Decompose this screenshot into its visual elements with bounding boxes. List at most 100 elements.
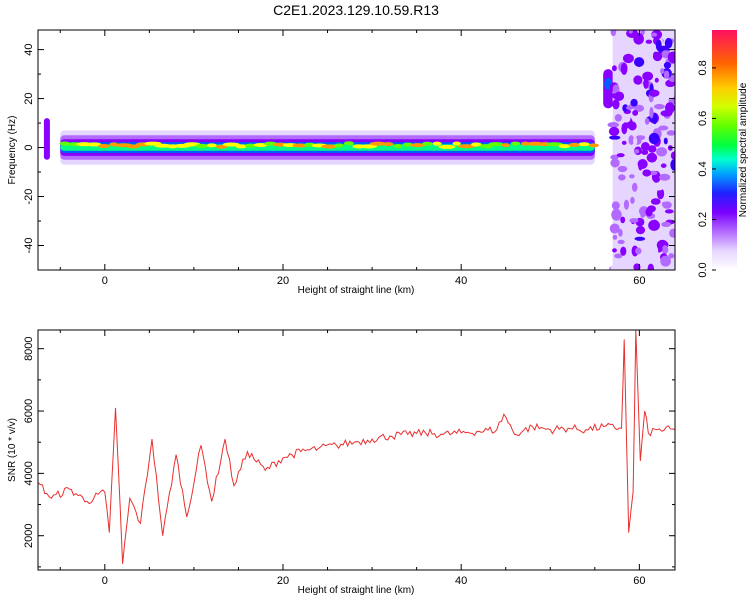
heatmap-scatter-cell xyxy=(648,145,657,153)
spectrogram-y-tick-label: -20 xyxy=(23,189,35,205)
heatmap-scatter-cell xyxy=(620,62,628,75)
heatmap-scatter-cell xyxy=(642,71,654,81)
colorbar-tick-label: 0.2 xyxy=(697,212,709,227)
snr-y-tick-label: 6000 xyxy=(23,399,35,423)
heatmap-scatter-cell xyxy=(633,263,641,270)
heatmap-scatter-cell xyxy=(656,187,665,200)
spectrogram-y-axis-label: Frequency (Hz) xyxy=(7,116,18,185)
spectrogram-y-tick-label: -40 xyxy=(23,238,35,254)
heatmap-band-cell xyxy=(457,144,476,149)
heatmap-scatter-cell xyxy=(663,70,670,80)
heatmap-band-cell xyxy=(558,144,571,149)
heatmap-scatter-cell xyxy=(631,182,638,192)
heatmap-scatter-cell xyxy=(633,75,643,85)
heatmap-scatter-cell xyxy=(614,113,622,122)
heatmap-scatter-cell xyxy=(608,126,620,136)
heatmap-scatter-cell xyxy=(617,165,628,173)
heatmap-scatter-cell xyxy=(635,247,642,255)
heatmap-scatter-cell xyxy=(660,255,671,267)
heatmap-band-cell xyxy=(235,144,248,149)
heatmap-scatter-cell xyxy=(612,234,618,240)
heatmap-band-cell xyxy=(393,144,403,149)
spectrogram-panel: 0 20 40 60 -40 -20 0 20 40 Height of straight li… xyxy=(7,29,676,296)
heatmap-scatter-cell xyxy=(635,135,646,141)
heatmap-scatter-cell xyxy=(661,221,672,227)
snr-frame xyxy=(37,329,676,571)
heatmap-band-cell xyxy=(86,142,102,147)
spectrogram-x-tick-label: 0 xyxy=(102,275,108,287)
snr-x-tick-label: 0 xyxy=(102,575,108,587)
heatmap-band-cell xyxy=(501,143,510,148)
heatmap-band-cell xyxy=(438,144,456,149)
heatmap-band-cell xyxy=(470,142,482,147)
heatmap-band-cell xyxy=(195,143,209,148)
heatmap-scatter-cell xyxy=(641,142,650,152)
spectrogram-y-tick-label: 20 xyxy=(23,92,35,104)
heatmap-band-cell xyxy=(488,142,504,147)
heatmap-band-cell xyxy=(568,142,581,147)
heatmap-scatter-cell xyxy=(659,173,671,181)
snr-y-axis-label: SNR (10 * v/v) xyxy=(7,418,18,482)
heatmap-scatter-cell xyxy=(625,105,634,110)
heatmap-scatter-cell xyxy=(612,248,617,253)
heatmap-band-cell xyxy=(59,141,71,146)
heatmap-scatter-cell xyxy=(648,89,660,97)
heatmap-band-cell xyxy=(222,142,240,147)
heatmap-band-cell xyxy=(452,141,461,146)
heatmap-scatter-cell xyxy=(663,137,668,145)
snr-series-line xyxy=(38,330,675,564)
heatmap-scatter-cell xyxy=(623,199,630,210)
heatmap-scatter-cell xyxy=(661,201,669,207)
heatmap-scatter-cell xyxy=(610,264,622,270)
heatmap-scatter-cell xyxy=(663,61,672,69)
heatmap-scatter-cell xyxy=(610,30,617,37)
heatmap-scatter-cell xyxy=(658,125,669,131)
heatmap-band-cell xyxy=(206,143,217,148)
heatmap-scatter-cell xyxy=(633,32,644,45)
spectrogram-heatmap xyxy=(43,30,675,270)
heatmap-band-cell xyxy=(369,141,387,146)
colorbar: 0.0 0.2 0.4 0.6 0.8 Normalized spectral ampl… xyxy=(697,30,749,278)
spectrogram-x-axis-label: Height of straight line (km) xyxy=(298,285,415,296)
heatmap-scatter-cell xyxy=(643,78,649,89)
snr-x-tick-label: 40 xyxy=(455,575,467,587)
heatmap-scatter-cell xyxy=(656,147,668,157)
heatmap-scatter-cell xyxy=(621,115,631,123)
heatmap-scatter-cell xyxy=(629,218,639,223)
heatmap-scatter-cell xyxy=(616,153,625,158)
heatmap-scatter-cell xyxy=(630,196,635,204)
heatmap-scatter-cell xyxy=(614,253,623,259)
snr-x-tick-label: 20 xyxy=(277,575,289,587)
heatmap-scatter-cell xyxy=(630,98,638,107)
heatmap-scatter-cell xyxy=(644,117,650,125)
snr-ticks: 0 20 40 60 2000 4000 6000 8000 xyxy=(23,330,675,587)
spectrogram-y-tick-label: 40 xyxy=(23,43,35,55)
heatmap-scatter-cell xyxy=(645,39,653,44)
heatmap-scatter-cell xyxy=(665,88,675,100)
heatmap-scatter-cell xyxy=(612,84,620,94)
heatmap-band-cell xyxy=(410,143,425,148)
heatmap-scatter-cell xyxy=(642,169,652,177)
heatmap-scatter-cell xyxy=(610,154,619,160)
snr-x-tick-label: 60 xyxy=(633,575,645,587)
heatmap-band-cell xyxy=(588,143,599,148)
heatmap-scatter-cell xyxy=(637,158,648,169)
heatmap-scatter-cell xyxy=(622,53,634,64)
heatmap-scatter-cell xyxy=(617,239,625,245)
heatmap-scatter-cell xyxy=(647,263,654,270)
heatmap-scatter-cell xyxy=(611,208,622,221)
heatmap-scatter-cell xyxy=(621,140,627,145)
spectrogram-y-tick-label: 0 xyxy=(23,144,35,150)
heatmap-scatter-cell xyxy=(607,122,620,128)
heatmap-scatter-cell xyxy=(635,226,646,235)
heatmap-band-cell xyxy=(578,142,590,147)
snr-x-axis-label: Height of straight line (km) xyxy=(298,585,415,596)
heatmap-band-cell xyxy=(422,141,433,146)
heatmap-band-cell xyxy=(510,141,521,146)
heatmap-band-cell xyxy=(432,141,442,146)
heatmap-scatter-cell xyxy=(631,239,638,246)
heatmap-scatter-cell xyxy=(670,151,675,160)
heatmap-band-cell xyxy=(321,144,338,149)
heatmap-scatter-cell xyxy=(666,130,675,136)
heatmap-scatter-cell xyxy=(664,37,673,49)
